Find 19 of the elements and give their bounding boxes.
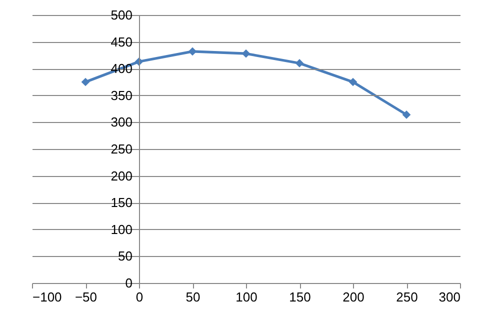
x-tick-label: 250 bbox=[396, 290, 418, 304]
x-tick-label: 300 bbox=[438, 290, 460, 304]
x-tick-label: 50 bbox=[186, 290, 200, 304]
y-tick-label: 500 bbox=[110, 8, 132, 22]
x-tick-label: 200 bbox=[342, 290, 364, 304]
y-tick-label: 0 bbox=[125, 276, 132, 290]
y-tick-label: 300 bbox=[110, 114, 132, 130]
x-tick-label: −50 bbox=[74, 290, 98, 304]
y-tick-label: 350 bbox=[110, 88, 132, 103]
y-tick-label: 250 bbox=[110, 142, 132, 156]
y-tick-label: 50 bbox=[118, 248, 132, 264]
y-tick-label: 100 bbox=[110, 222, 132, 237]
x-tick-label: −100 bbox=[32, 290, 62, 304]
x-tick-label: 100 bbox=[236, 290, 258, 304]
y-tick-label: 200 bbox=[110, 168, 132, 184]
y-tick-label: 450 bbox=[110, 34, 132, 50]
x-tick-label: 150 bbox=[289, 290, 311, 304]
x-tick-label: 0 bbox=[136, 290, 144, 304]
y-tick-label: 150 bbox=[110, 195, 132, 210]
